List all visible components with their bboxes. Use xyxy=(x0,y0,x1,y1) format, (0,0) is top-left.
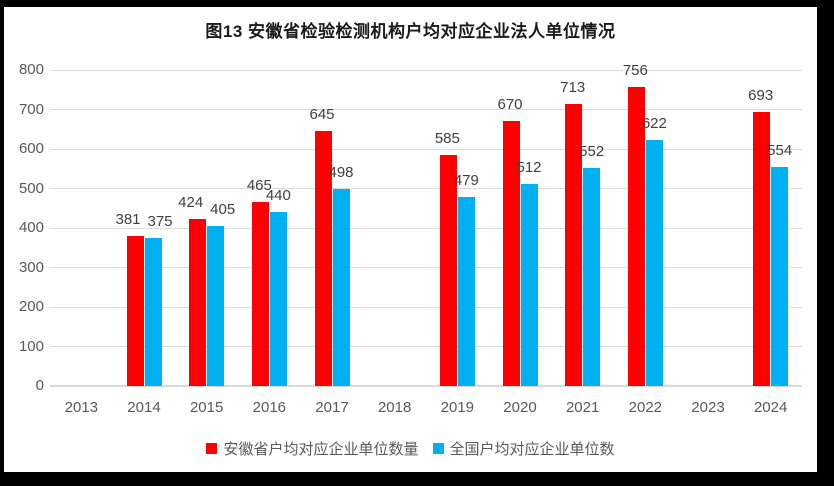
bar-label-national: 554 xyxy=(767,142,793,160)
bar-anhui xyxy=(439,154,457,386)
x-axis-tick-label: 2014 xyxy=(127,399,161,416)
y-axis-tick-label: 400 xyxy=(18,219,44,236)
legend-label-national: 全国户均对应企业单位数 xyxy=(449,441,615,458)
bar-anhui xyxy=(251,202,269,386)
gridline xyxy=(50,69,802,71)
bar-label-national: 440 xyxy=(265,187,291,205)
y-axis-tick-label: 600 xyxy=(18,140,44,157)
bar-label-anhui: 670 xyxy=(497,96,523,114)
bar-anhui xyxy=(126,235,144,386)
y-axis-tick-label: 100 xyxy=(18,337,44,355)
gridline xyxy=(50,346,802,347)
bar-label-national: 375 xyxy=(147,212,173,230)
gridline xyxy=(50,148,802,150)
bar-anhui xyxy=(314,131,332,386)
x-axis-tick-label: 2013 xyxy=(64,399,99,416)
bar-label-anhui: 465 xyxy=(246,177,272,195)
x-axis-tick-label: 2021 xyxy=(565,399,600,416)
x-axis-tick-label: 2019 xyxy=(440,399,475,416)
x-axis-tick-label: 2023 xyxy=(691,399,725,416)
bar-national xyxy=(583,167,601,386)
bar-anhui xyxy=(627,87,645,386)
gridline xyxy=(50,306,802,308)
legend-label-anhui: 安徽省户均对应企业单位数量 xyxy=(223,441,419,458)
bar-label-national: 552 xyxy=(579,142,605,160)
x-axis-tick-label: 2020 xyxy=(503,399,537,416)
bar-label-anhui: 645 xyxy=(309,106,335,124)
bar-label-national: 479 xyxy=(453,171,479,189)
bar-label-anhui: 756 xyxy=(622,62,648,80)
legend-swatch-blue-icon xyxy=(432,443,444,454)
y-axis-tick-label: 200 xyxy=(18,298,44,315)
y-axis-tick-label: 800 xyxy=(18,61,44,78)
bar-label-anhui: 713 xyxy=(560,79,586,97)
y-axis-tick-label: 0 xyxy=(35,377,44,394)
bar-label-national: 622 xyxy=(641,115,667,133)
bar-label-anhui: 585 xyxy=(434,129,460,147)
bar-national xyxy=(457,196,475,386)
gridline xyxy=(50,109,802,110)
plot-area: 0 100 200 300 400 500 600 700 800 2013 2014 381 375 2… xyxy=(4,7,817,472)
bar-anhui xyxy=(189,218,207,386)
legend-item-national: 全国户均对应企业单位数 xyxy=(432,438,615,459)
x-axis-tick-label: 2016 xyxy=(252,399,287,416)
y-axis-tick-label: 700 xyxy=(18,100,44,118)
bar-label-anhui: 424 xyxy=(178,193,204,211)
bar-national xyxy=(332,189,350,386)
gridline xyxy=(50,385,802,387)
bar-anhui xyxy=(565,104,583,386)
legend-item-anhui: 安徽省户均对应企业单位数量 xyxy=(206,438,419,459)
y-axis-tick-label: 500 xyxy=(18,179,44,197)
bar-national xyxy=(520,183,538,386)
bar-national xyxy=(207,226,225,386)
gridline xyxy=(50,267,802,268)
x-axis-tick-label: 2024 xyxy=(753,399,788,416)
bar-label-anhui: 693 xyxy=(748,87,774,105)
gridline xyxy=(50,188,802,189)
legend: 安徽省户均对应企业单位数量 全国户均对应企业单位数 xyxy=(4,438,817,459)
x-axis-tick-label: 2015 xyxy=(189,399,224,416)
bar-national xyxy=(645,140,663,386)
bar-label-national: 512 xyxy=(516,158,542,176)
x-axis-tick-label: 2017 xyxy=(315,399,349,416)
legend-swatch-red-icon xyxy=(206,443,218,454)
chart-title: 图13 安徽省检验检测机构户均对应企业法人单位情况 xyxy=(205,22,616,41)
chart-panel: 图13 安徽省检验检测机构户均对应企业法人单位情况 0 100 200 300 400 5… xyxy=(4,7,817,472)
x-axis-tick-label: 2022 xyxy=(628,399,663,416)
bar-national xyxy=(144,237,162,386)
bar-national xyxy=(269,212,287,386)
bar-anhui xyxy=(502,121,520,386)
bar-national xyxy=(771,167,789,386)
x-axis-tick-label: 2018 xyxy=(377,399,412,416)
bar-label-anhui: 381 xyxy=(115,210,141,228)
y-axis-tick-label: 300 xyxy=(18,258,44,276)
bar-anhui xyxy=(753,112,771,386)
bar-label-national: 498 xyxy=(328,164,354,182)
bar-label-national: 405 xyxy=(210,201,236,219)
gridline xyxy=(50,227,802,229)
